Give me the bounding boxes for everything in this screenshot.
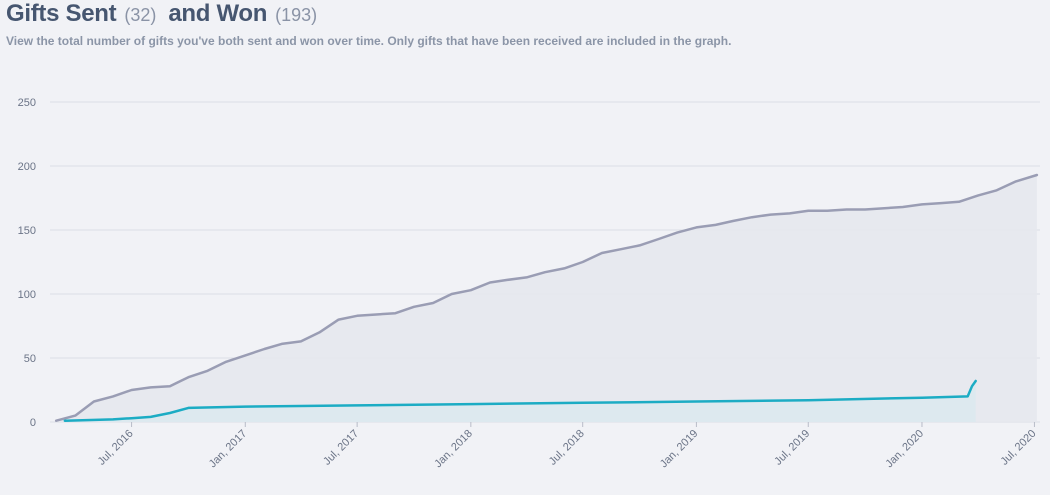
won-series-area <box>56 175 1037 422</box>
x-tick-label: Jul, 2019 <box>772 428 812 468</box>
y-tick-label: 150 <box>18 225 36 237</box>
series-areas <box>56 175 1037 422</box>
won-series-line[interactable] <box>54 173 1039 422</box>
x-tick-label: Jan, 2020 <box>883 428 926 471</box>
sent-series-line[interactable] <box>63 379 977 422</box>
gifts-sent-count: (32) <box>124 5 157 25</box>
series-lines[interactable] <box>54 173 1039 422</box>
y-tick-label: 200 <box>18 161 36 173</box>
y-tick-label: 50 <box>24 353 36 365</box>
x-axis: Jul, 2016 Jan, 2017 Jul, 2017 Jan, 2018 Jul,… <box>96 422 1039 470</box>
page-title: Gifts Sent (32) and Won (193) <box>6 0 329 34</box>
x-tick-label: Jul, 2018 <box>547 428 587 468</box>
y-tick-label: 100 <box>18 289 36 301</box>
x-tick-label: Jan, 2018 <box>432 428 475 471</box>
x-tick-label: Jan, 2019 <box>658 428 701 471</box>
sent-series-area <box>64 381 976 422</box>
x-tick-label: Jul, 2016 <box>96 428 136 468</box>
page-description: View the total number of gifts you've bo… <box>6 34 732 48</box>
y-axis: 0 50 100 150 200 250 <box>18 97 36 429</box>
x-tick-label: Jul, 2020 <box>998 428 1038 468</box>
gifts-won-label: and Won <box>168 0 268 27</box>
x-tick-label: Jan, 2017 <box>207 428 250 471</box>
y-tick-label: 250 <box>18 97 36 109</box>
gifts-won-count: (193) <box>275 5 318 25</box>
y-tick-label: 0 <box>30 417 36 429</box>
gifts-sent-label: Gifts Sent <box>6 0 117 27</box>
x-tick-label: Jul, 2017 <box>321 428 361 468</box>
